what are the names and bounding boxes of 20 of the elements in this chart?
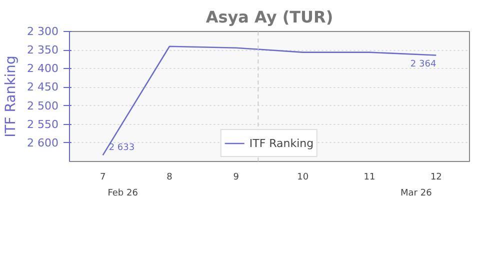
y-axis-title: ITF Ranking [3,56,20,138]
text: Mar 26 [400,188,432,198]
data-label: 2 364 [410,59,436,70]
y-tick-label: 2 400 [27,62,59,76]
y-tick-label: 2 600 [27,136,59,150]
x-tick-label: 10 [297,172,309,182]
x-tick-label: 11 [364,172,376,182]
chart-title: Asya Ay (TUR) [206,8,334,26]
y-tick-label: 2 500 [27,99,59,112]
line-series [102,46,437,156]
y-tick-label: 2 350 [27,44,59,57]
x-tick-label: 7 [100,172,106,182]
y-tick-label: 2 450 [27,80,59,94]
x-tick-label: 12 [430,172,442,182]
text: Feb 26 [108,188,138,198]
x-tick-label: 9 [233,172,240,182]
x-tick-label: 8 [166,172,173,182]
y-tick-label: 2 300 [27,25,59,38]
y-tick-label: 2 550 [27,118,59,131]
legend-label: ITF Ranking [249,136,314,150]
